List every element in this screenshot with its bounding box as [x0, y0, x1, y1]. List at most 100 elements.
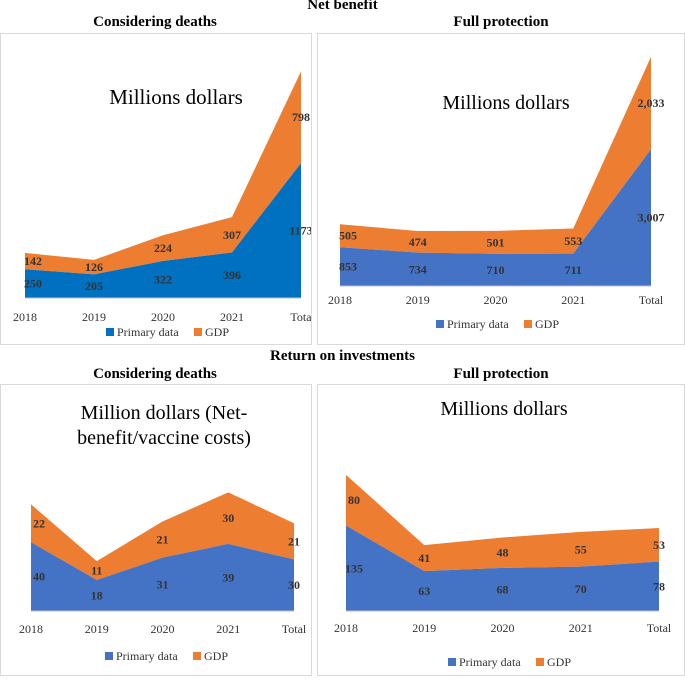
data-label-primary: 710	[487, 263, 505, 277]
legend: Primary data GDP	[436, 317, 559, 331]
data-label-gdp: 505	[339, 229, 357, 243]
x-tick-label: 2019	[406, 293, 430, 307]
x-tick-label: Tota	[290, 310, 311, 324]
data-label-gdp: 224	[154, 241, 172, 255]
legend-label-gdp: GDP	[535, 317, 559, 331]
legend-label-primary-data: Primary data	[459, 655, 521, 669]
data-label-gdp: 126	[85, 260, 103, 274]
x-tick-label: Total	[647, 621, 672, 635]
area-primary-data	[340, 149, 651, 286]
panel-title-roi-full: Full protection	[453, 366, 549, 382]
data-label-gdp: 41	[418, 551, 430, 565]
x-tick-label: 2019	[85, 622, 109, 636]
data-label-primary: 135	[345, 561, 363, 575]
legend-swatch-gdp	[536, 658, 544, 666]
data-label-primary: 70	[575, 582, 587, 596]
legend-swatch-gdp	[193, 652, 201, 660]
legend-swatch-primary-data	[105, 652, 113, 660]
area-primary-data	[346, 525, 659, 611]
x-tick-label: 2018	[328, 293, 352, 307]
data-label-gdp: 307	[223, 228, 241, 242]
data-label-primary: 396	[223, 268, 241, 282]
data-label-gdp: 553	[564, 234, 582, 248]
x-tick-label: 2018	[334, 621, 358, 635]
area-gdp	[346, 474, 659, 572]
data-label-primary: 78	[653, 579, 665, 593]
data-label-primary: 18	[91, 589, 103, 603]
chart-unit-annotation: benefit/vaccine costs)	[77, 427, 251, 449]
data-label-gdp: 21	[288, 534, 300, 548]
data-label-gdp: 11	[91, 564, 102, 578]
x-tick-label: 2018	[13, 310, 37, 324]
data-label-primary: 3,007	[638, 211, 665, 225]
data-label-gdp: 142	[24, 254, 42, 268]
chart-roi-deaths: 40 22 18 11 31 21 39 30 30 21 2018 2019 2020 2021 Tota…	[0, 384, 312, 676]
data-label-primary: 853	[339, 260, 357, 274]
data-label-primary: 1173	[289, 224, 311, 238]
x-tick-label: 2021	[569, 621, 593, 635]
data-label-primary: 711	[565, 263, 582, 277]
legend-label-primary-data: Primary data	[447, 317, 509, 331]
data-label-gdp: 474	[409, 235, 427, 249]
data-label-primary: 322	[154, 272, 172, 286]
data-label-gdp: 48	[497, 546, 509, 560]
x-tick-label: 2018	[19, 622, 43, 636]
x-tick-label: Total	[282, 622, 307, 636]
panel-title-net-deaths: Considering deaths	[93, 14, 217, 30]
legend-label-primary-data: Primary data	[117, 325, 179, 339]
legend-swatch-primary-data	[106, 328, 114, 336]
panel-title-net-full: Full protection	[453, 14, 549, 30]
data-label-gdp: 55	[575, 542, 587, 556]
chart-unit-annotation: Millions dollars	[442, 92, 569, 114]
data-label-gdp: 30	[222, 511, 234, 525]
x-tick-label: 2020	[151, 622, 175, 636]
return-on-investments-heading: Return on investments	[270, 348, 415, 364]
area-gdp	[340, 56, 651, 254]
chart-net-benefit-deaths: 250 142 205 126 322 224 396 307 1173 798 2018 2019 2…	[0, 33, 313, 345]
legend-swatch-primary-data	[448, 658, 456, 666]
chart-unit-annotation: Million dollars (Net-	[81, 402, 248, 424]
legend: Primary data GDP	[448, 655, 571, 669]
data-label-primary: 30	[288, 578, 300, 592]
legend-label-gdp: GDP	[205, 325, 229, 339]
data-label-primary: 40	[33, 570, 45, 584]
net-benefit-heading: Net benefit	[307, 0, 378, 13]
data-label-primary: 734	[409, 262, 427, 276]
data-label-gdp: 22	[33, 516, 45, 530]
x-tick-label: 2019	[82, 310, 106, 324]
data-label-gdp: 798	[292, 110, 310, 124]
legend-swatch-gdp	[194, 328, 202, 336]
chart-unit-annotation: Millions dollars	[109, 85, 243, 109]
data-label-gdp: 80	[348, 493, 360, 507]
x-tick-label: 2019	[412, 621, 436, 635]
data-label-primary: 63	[418, 584, 430, 598]
data-label-gdp: 2,033	[638, 96, 665, 110]
area-gdp	[25, 71, 301, 275]
data-label-gdp: 53	[653, 538, 665, 552]
data-label-primary: 250	[24, 277, 42, 291]
data-label-gdp: 501	[487, 235, 505, 249]
x-tick-label: 2020	[491, 621, 515, 635]
legend: Primary data GDP	[106, 325, 229, 339]
area-primary-data	[25, 163, 301, 298]
data-label-gdp: 21	[157, 533, 169, 547]
legend-swatch-gdp	[524, 320, 532, 328]
data-label-primary: 39	[222, 570, 234, 584]
chart-roi-full-protection: 135 80 63 41 68 48 70 55 78 53 2018 2019 2020 2021 Tot…	[317, 384, 685, 676]
x-tick-label: 2021	[216, 622, 240, 636]
x-tick-label: 2021	[220, 310, 244, 324]
area-primary-data	[31, 542, 294, 611]
panel-title-roi-deaths: Considering deaths	[93, 366, 217, 382]
legend-swatch-primary-data	[436, 320, 444, 328]
legend: Primary data GDP	[105, 649, 228, 663]
x-tick-label: 2020	[484, 293, 508, 307]
legend-label-gdp: GDP	[204, 649, 228, 663]
chart-net-benefit-full-protection: 853 505 734 474 710 501 711 553 3,007 2,033 2018 20…	[317, 33, 685, 345]
data-label-primary: 205	[85, 279, 103, 293]
legend-label-gdp: GDP	[547, 655, 571, 669]
x-tick-label: 2021	[561, 293, 585, 307]
x-tick-label: 2020	[151, 310, 175, 324]
legend-label-primary-data: Primary data	[116, 649, 178, 663]
x-tick-label: Total	[639, 293, 664, 307]
data-label-primary: 68	[497, 582, 509, 596]
